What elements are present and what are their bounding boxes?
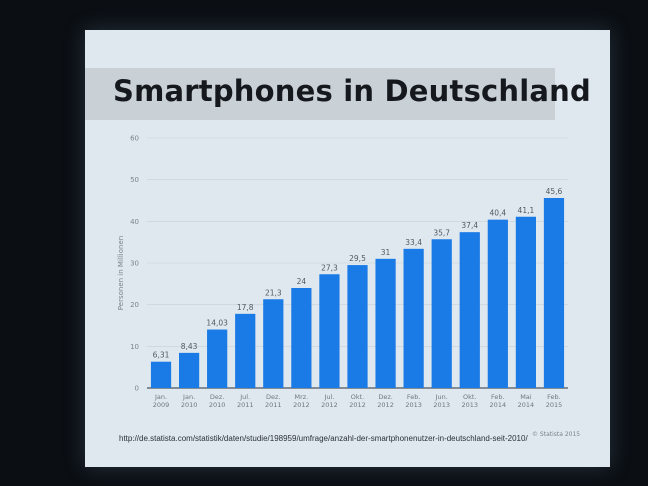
y-tick-label: 50 — [130, 176, 139, 184]
x-tick-label: Mrz. — [294, 393, 308, 401]
slide-title: Smartphones in Deutschland — [113, 74, 591, 108]
bar — [235, 313, 256, 388]
data-label: 40,4 — [489, 209, 506, 218]
x-tick-label-year: 2012 — [321, 401, 338, 409]
x-tick-label-year: 2012 — [293, 401, 310, 409]
y-axis-label: Personen in Millionen — [117, 236, 125, 310]
x-tick-label-year: 2011 — [265, 401, 282, 409]
bar — [459, 232, 480, 388]
bar-chart: 0 10 20 30 40 50 60 Personen in Millionen 6,31 Ja… — [117, 135, 568, 409]
bar — [403, 248, 424, 388]
x-tick-label-year: 2012 — [349, 401, 366, 409]
data-label: 27,3 — [321, 263, 338, 272]
x-tick-label: Jan. — [154, 393, 167, 401]
x-tick-label: Jul. — [239, 393, 250, 401]
x-tick-label: Mai — [520, 393, 532, 401]
bar — [515, 216, 537, 388]
copyright: © Statista 2015 — [532, 431, 581, 438]
x-tick-label: Dez. — [378, 393, 392, 401]
title-band — [85, 68, 555, 120]
x-tick-label-year: 2013 — [433, 401, 450, 409]
data-label: 6,31 — [153, 351, 170, 360]
source-url: http://de.statista.com/statistik/daten/s… — [119, 434, 528, 443]
data-label: 35,7 — [433, 228, 450, 237]
bar — [431, 239, 452, 388]
x-tick-label-year: 2010 — [209, 401, 226, 409]
bar — [207, 329, 228, 388]
y-tick-label: 40 — [130, 218, 139, 226]
data-label: 41,1 — [518, 206, 535, 215]
y-tick-label: 0 — [135, 385, 139, 393]
data-label: 29,5 — [349, 254, 366, 263]
x-tick-label-year: 2014 — [490, 401, 507, 409]
x-tick-label: Okt. — [463, 393, 477, 401]
x-tick-label: Jun. — [435, 393, 448, 401]
data-label: 17,8 — [237, 303, 254, 312]
x-tick-label-year: 2013 — [461, 401, 478, 409]
bar — [178, 352, 200, 388]
y-tick-label: 30 — [130, 260, 139, 268]
x-tick-label: Dez. — [210, 393, 224, 401]
bar — [263, 299, 284, 388]
x-tick-label: Dez. — [266, 393, 280, 401]
y-tick-label: 20 — [130, 301, 139, 309]
x-tick-label-year: 2012 — [377, 401, 394, 409]
bar — [319, 274, 340, 388]
data-label: 14,03 — [206, 319, 228, 328]
x-tick-label-year: 2013 — [405, 401, 422, 409]
data-label: 31 — [381, 248, 391, 257]
data-label: 21,3 — [265, 288, 282, 297]
data-label: 33,4 — [405, 238, 422, 247]
x-tick-label: Feb. — [491, 393, 505, 401]
x-tick-label-year: 2010 — [181, 401, 198, 409]
x-tick-label: Feb. — [547, 393, 561, 401]
x-tick-label-year: 2015 — [546, 401, 563, 409]
bar — [291, 288, 312, 388]
data-label: 8,43 — [181, 342, 198, 351]
data-label: 45,6 — [546, 187, 563, 196]
data-label: 37,4 — [461, 221, 478, 230]
bar — [150, 361, 172, 388]
x-tick-label: Feb. — [407, 393, 421, 401]
x-tick-label: Okt. — [351, 393, 365, 401]
bar — [375, 258, 396, 388]
bar — [543, 198, 565, 388]
data-label: 24 — [297, 277, 307, 286]
slide: Smartphones in Deutschland 0 10 20 30 40 50 60… — [85, 30, 610, 467]
y-tick-label: 10 — [130, 343, 139, 351]
bar — [347, 265, 368, 388]
x-tick-label: Jan. — [182, 393, 195, 401]
x-tick-label-year: 2014 — [518, 401, 535, 409]
bar — [487, 219, 508, 388]
x-tick-label: Jul. — [323, 393, 334, 401]
x-tick-label-year: 2009 — [153, 401, 170, 409]
y-tick-label: 60 — [130, 135, 139, 143]
x-tick-label-year: 2011 — [237, 401, 254, 409]
